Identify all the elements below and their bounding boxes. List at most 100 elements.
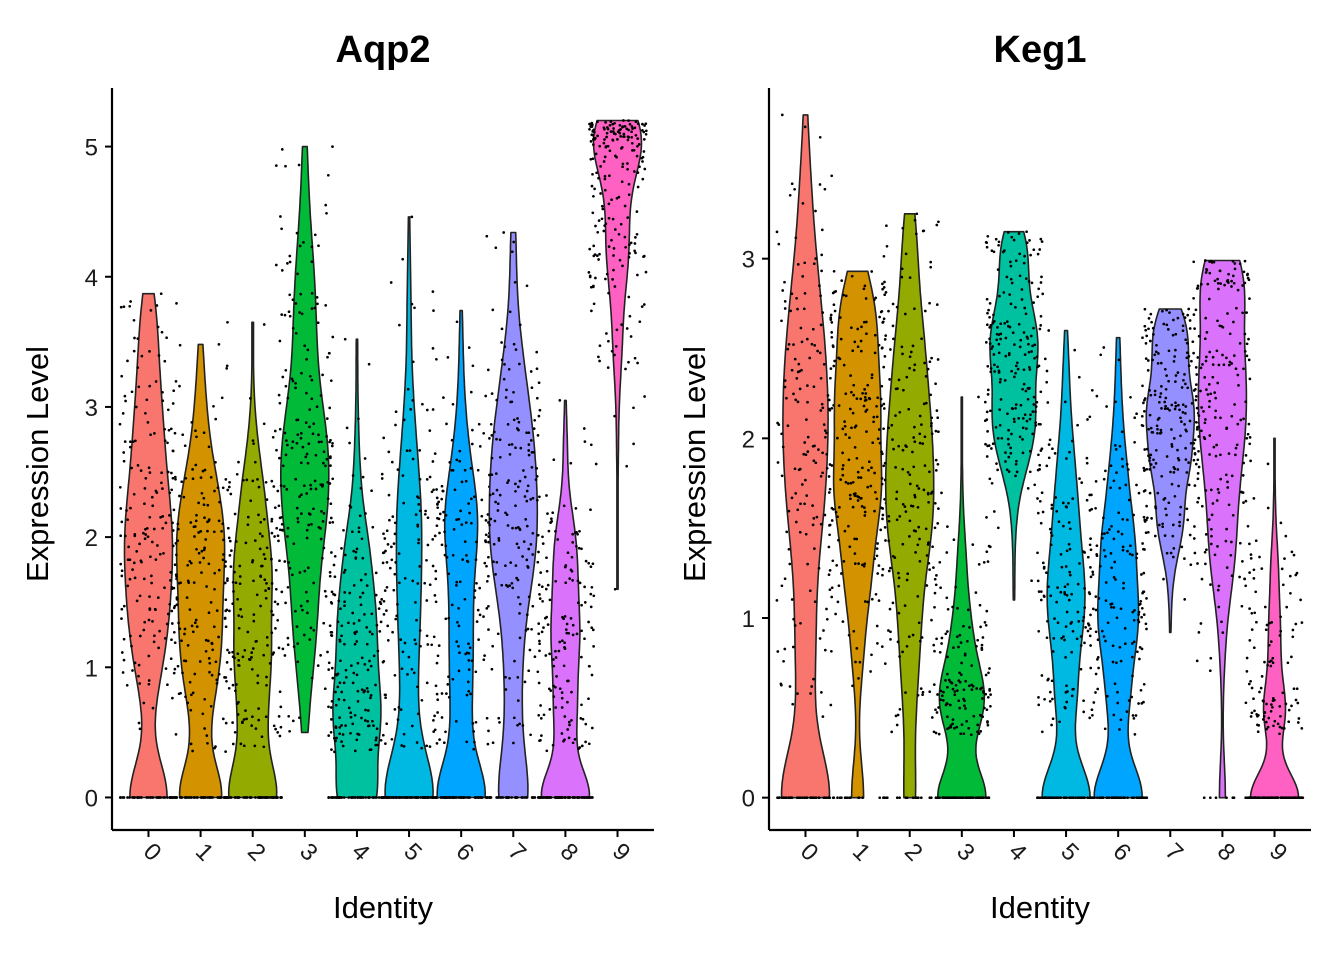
- data-point: [938, 650, 942, 654]
- data-point: [390, 460, 394, 464]
- data-point: [278, 690, 282, 694]
- data-point: [401, 474, 405, 477]
- data-point: [1218, 269, 1222, 273]
- data-point: [983, 621, 987, 624]
- data-point: [1121, 465, 1125, 468]
- data-point: [314, 487, 318, 491]
- data-point: [821, 406, 825, 410]
- data-point: [906, 470, 910, 474]
- data-point: [343, 337, 347, 341]
- data-point: [478, 586, 482, 590]
- data-point: [360, 716, 363, 720]
- data-point: [184, 695, 187, 699]
- data-point: [212, 530, 216, 534]
- data-point: [1197, 449, 1200, 453]
- data-point: [1116, 701, 1120, 705]
- data-point: [810, 342, 814, 346]
- data-point: [1300, 727, 1304, 730]
- data-point: [1208, 669, 1212, 673]
- data-point: [946, 796, 949, 800]
- data-point: [534, 478, 538, 481]
- data-point: [794, 398, 798, 402]
- data-point: [487, 628, 490, 631]
- data-point: [455, 458, 459, 462]
- data-point: [1170, 428, 1173, 431]
- data-point: [887, 309, 890, 313]
- data-point: [1039, 449, 1043, 452]
- data-point: [1163, 496, 1167, 500]
- data-point: [1030, 350, 1033, 353]
- data-point: [856, 499, 860, 502]
- data-point: [641, 122, 644, 126]
- data-point: [642, 254, 646, 258]
- data-point: [821, 451, 824, 455]
- data-point: [487, 729, 490, 733]
- data-point: [120, 574, 124, 578]
- data-point: [606, 127, 610, 131]
- data-point: [494, 246, 498, 250]
- data-point: [1193, 438, 1197, 442]
- data-point: [926, 543, 930, 546]
- data-point: [1194, 383, 1198, 386]
- data-point: [255, 639, 258, 643]
- data-point: [233, 730, 237, 734]
- data-point: [138, 727, 142, 731]
- data-point: [1147, 454, 1150, 458]
- data-point: [371, 796, 375, 799]
- data-point: [776, 421, 779, 425]
- data-point: [837, 584, 841, 588]
- data-point: [136, 464, 140, 467]
- data-point: [1111, 644, 1115, 648]
- data-point: [1238, 342, 1242, 345]
- data-point: [514, 446, 517, 450]
- data-point: [284, 601, 287, 605]
- data-point: [1092, 701, 1096, 704]
- data-point: [905, 578, 909, 582]
- data-point: [562, 504, 566, 508]
- data-point: [330, 551, 333, 554]
- data-point: [151, 620, 154, 623]
- data-point: [287, 561, 291, 564]
- data-point: [331, 676, 335, 680]
- data-point: [467, 346, 471, 349]
- data-point: [472, 730, 476, 733]
- data-point: [1028, 417, 1032, 421]
- data-point: [1097, 597, 1101, 600]
- data-point: [1204, 489, 1208, 492]
- data-point: [951, 718, 955, 721]
- data-point: [384, 693, 387, 697]
- data-point: [1027, 342, 1030, 346]
- data-point: [268, 662, 272, 665]
- data-point: [205, 585, 208, 588]
- data-point: [1143, 489, 1147, 492]
- data-point: [454, 720, 458, 723]
- data-point: [998, 423, 1002, 427]
- data-point: [866, 383, 870, 387]
- data-point: [1199, 366, 1203, 370]
- data-point: [316, 321, 320, 325]
- data-point: [1130, 642, 1134, 645]
- data-point: [130, 390, 134, 394]
- data-point: [1083, 606, 1087, 609]
- data-point: [508, 453, 512, 456]
- data-point: [148, 595, 151, 598]
- data-point: [1220, 620, 1223, 624]
- data-point: [300, 312, 304, 316]
- data-point: [542, 713, 546, 717]
- data-point: [1208, 260, 1211, 263]
- data-point: [1190, 402, 1194, 405]
- data-point: [897, 378, 901, 382]
- data-point: [1203, 376, 1207, 379]
- data-point: [918, 559, 922, 563]
- data-point: [990, 249, 994, 253]
- data-point: [392, 588, 396, 592]
- data-point: [142, 628, 146, 632]
- data-point: [1039, 422, 1042, 426]
- data-point: [1024, 389, 1028, 393]
- data-point: [1012, 417, 1016, 421]
- data-point: [425, 744, 429, 748]
- data-point: [163, 359, 167, 363]
- data-point: [120, 520, 124, 524]
- data-point: [1195, 659, 1199, 663]
- data-point: [280, 590, 284, 594]
